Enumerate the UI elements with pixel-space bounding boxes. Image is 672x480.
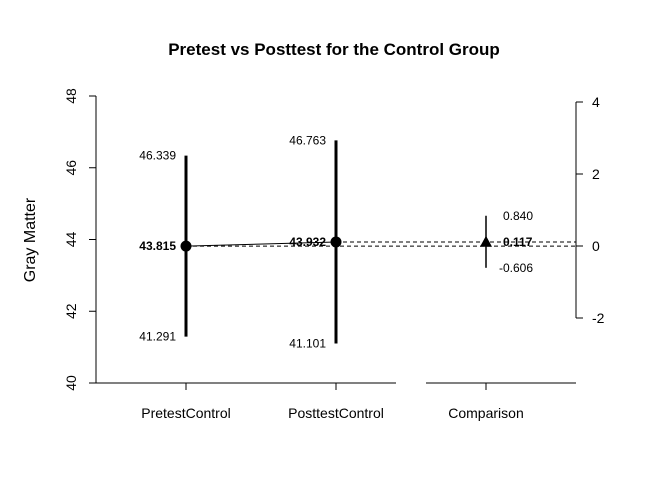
upper-bound-label: 46.339 bbox=[139, 149, 176, 163]
point-value-label: 0.117 bbox=[503, 235, 533, 249]
chart-title: Pretest vs Posttest for the Control Grou… bbox=[168, 40, 500, 59]
right-axis-tick-label: 0 bbox=[592, 238, 600, 254]
x-axis-category-label: PretestControl bbox=[141, 405, 230, 421]
connector-line bbox=[185, 241, 337, 247]
lower-bound-label: 41.101 bbox=[289, 337, 326, 351]
point-value-label: 43.932 bbox=[289, 235, 326, 249]
plot-area: 40 42 44 46 48 -2 0 2 4 PretestControl PosttestCon… bbox=[63, 88, 605, 421]
left-axis-tick-label: 44 bbox=[63, 232, 79, 248]
point-value-label: 43.815 bbox=[139, 239, 176, 253]
y-axis-title: Gray Matter bbox=[22, 197, 39, 282]
right-axis-tick-label: -2 bbox=[592, 310, 605, 326]
left-axis-tick-label: 48 bbox=[63, 88, 79, 104]
right-axis-tick-label: 4 bbox=[592, 94, 600, 110]
lower-bound-label: 41.291 bbox=[139, 330, 176, 344]
x-axis-category-label: Comparison bbox=[448, 405, 523, 421]
upper-bound-label: 0.840 bbox=[503, 209, 533, 223]
left-axis-tick-label: 42 bbox=[63, 303, 79, 319]
x-axis-category-label: PosttestControl bbox=[288, 405, 384, 421]
upper-bound-label: 46.763 bbox=[289, 133, 326, 147]
data-point bbox=[330, 236, 342, 248]
right-axis-tick-label: 2 bbox=[592, 166, 600, 182]
left-axis-tick-label: 46 bbox=[63, 160, 79, 176]
data-point bbox=[180, 240, 192, 252]
left-axis-tick-label: 40 bbox=[63, 375, 79, 391]
data-point-triangle bbox=[480, 235, 492, 247]
lower-bound-label: -0.606 bbox=[499, 261, 533, 275]
